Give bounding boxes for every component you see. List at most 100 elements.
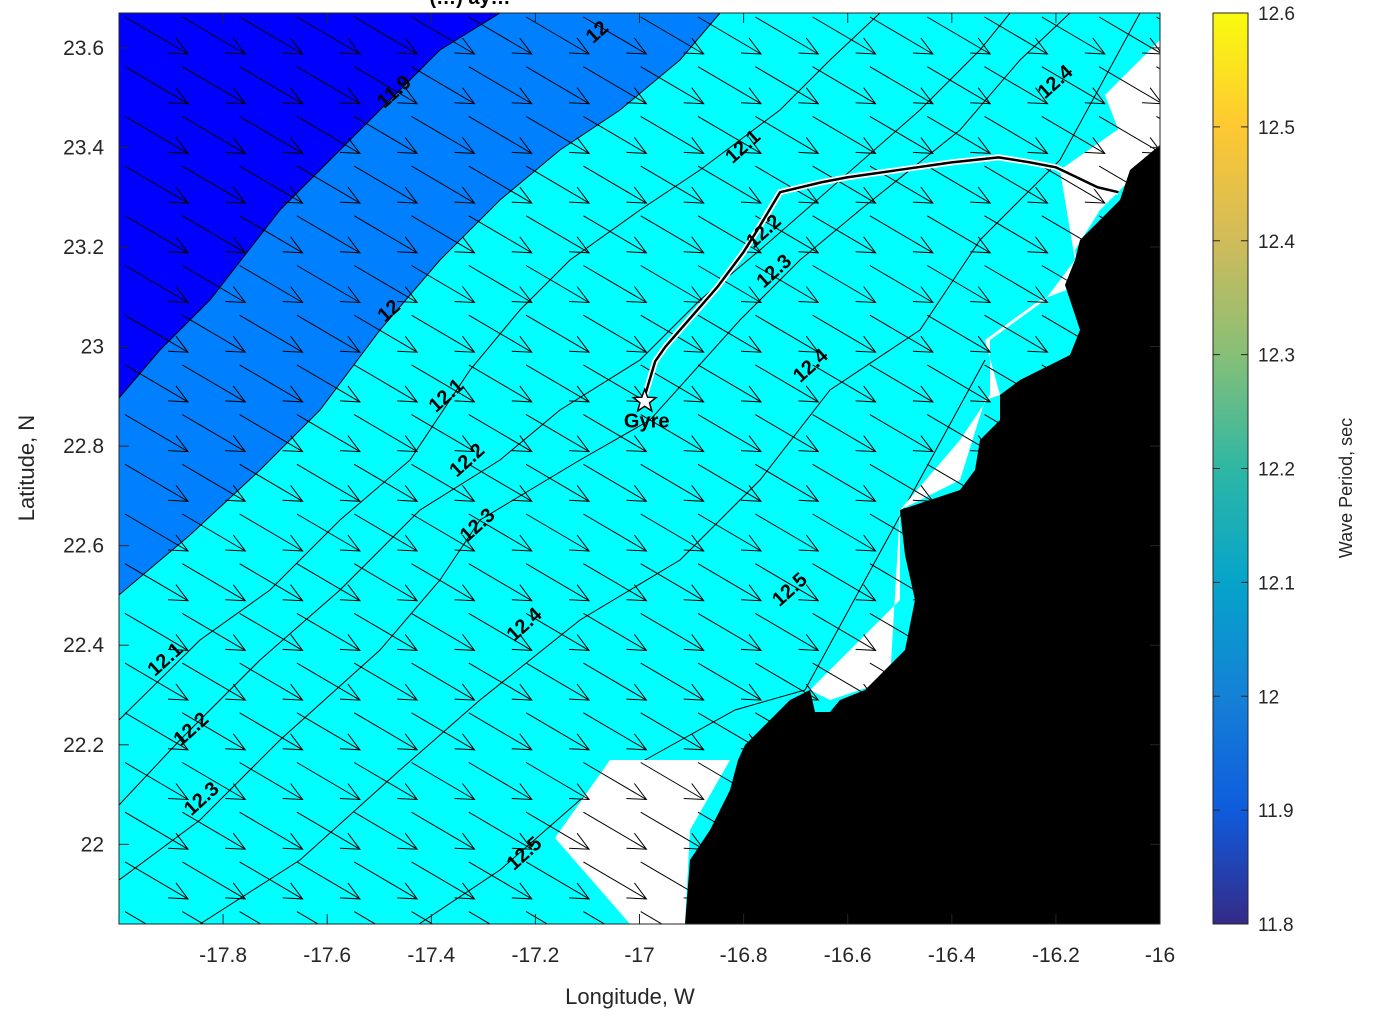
wave-arrow bbox=[239, 563, 303, 602]
wave-arrow bbox=[812, 762, 876, 800]
wave-arrow bbox=[640, 662, 704, 701]
wave-arrow bbox=[124, 215, 189, 254]
wave-arrow bbox=[239, 463, 303, 502]
no-data-area bbox=[1105, 40, 1160, 160]
wave-arrow-head bbox=[683, 186, 705, 204]
wave-arrow bbox=[755, 165, 819, 204]
wave-arrow-head bbox=[167, 733, 190, 751]
wave-arrow-head bbox=[397, 832, 419, 850]
wave-arrow bbox=[583, 563, 647, 602]
wave-arrow bbox=[697, 712, 762, 751]
wave-arrow bbox=[1156, 215, 1160, 219]
wave-arrow-head bbox=[798, 186, 820, 204]
wave-arrow-head bbox=[740, 683, 763, 701]
wave-arrow bbox=[353, 414, 418, 453]
wave-arrow-head bbox=[626, 335, 648, 353]
wave-arrow bbox=[411, 712, 475, 751]
wave-arrow bbox=[124, 16, 189, 55]
wave-arrow-head bbox=[225, 832, 247, 850]
wave-arrow-head bbox=[683, 584, 705, 602]
wave-arrow-head bbox=[283, 933, 303, 949]
wave-arrow bbox=[296, 911, 320, 924]
wave-arrow-head bbox=[683, 484, 705, 502]
wave-arrow-head bbox=[225, 783, 247, 801]
wave-arrow bbox=[353, 911, 377, 924]
wave-arrow-head bbox=[511, 584, 533, 602]
wave-arrow-head bbox=[339, 236, 361, 254]
wave-arrow-head bbox=[1084, 634, 1106, 651]
wave-arrow bbox=[182, 215, 246, 254]
wave-arrow bbox=[984, 265, 1048, 303]
wave-arrow bbox=[182, 662, 246, 701]
wave-arrow bbox=[755, 762, 819, 800]
wave-arrow-head bbox=[167, 832, 190, 850]
wave-arrow-head bbox=[454, 335, 476, 353]
wave-arrow-head bbox=[397, 435, 419, 453]
wave-arrow-head bbox=[1142, 534, 1160, 552]
wave-arrow bbox=[697, 463, 762, 502]
wave-arrow-head bbox=[912, 186, 934, 204]
wave-arrow-head bbox=[740, 37, 763, 55]
wave-arrow-head bbox=[912, 882, 934, 900]
wave-arrow-head bbox=[339, 385, 361, 403]
wave-arrow-head bbox=[684, 933, 704, 949]
wave-arrow-head bbox=[225, 236, 247, 254]
wave-arrow bbox=[124, 612, 189, 651]
wave-arrow bbox=[697, 662, 762, 701]
wave-arrow-head bbox=[970, 733, 992, 751]
wave-arrow-head bbox=[626, 37, 648, 55]
wave-arrow bbox=[1041, 911, 1064, 924]
wave-arrow-head bbox=[798, 832, 820, 850]
wave-arrow bbox=[124, 861, 189, 900]
wave-arrow-head bbox=[397, 634, 419, 651]
wave-arrow bbox=[640, 712, 704, 751]
wave-arrow bbox=[468, 513, 533, 552]
wave-arrow-head bbox=[454, 236, 476, 254]
wave-arrow bbox=[1041, 16, 1106, 55]
wave-arrow-head bbox=[740, 87, 763, 105]
wave-arrow-head bbox=[912, 37, 934, 55]
wave-arrow-head bbox=[798, 882, 820, 900]
wave-arrow bbox=[468, 762, 533, 800]
wave-arrow bbox=[468, 115, 533, 154]
wave-arrow bbox=[755, 215, 819, 254]
wave-arrow bbox=[239, 612, 303, 651]
wave-arrow-head bbox=[970, 137, 992, 154]
x-tick-label: -17.6 bbox=[303, 944, 351, 967]
wave-arrow bbox=[640, 265, 704, 303]
wave-arrow bbox=[697, 115, 762, 154]
wave-arrow bbox=[1156, 563, 1160, 567]
wave-arrow-head bbox=[397, 683, 419, 701]
wave-arrow-head bbox=[167, 534, 190, 552]
wave-arrow bbox=[1156, 811, 1160, 815]
wave-arrow bbox=[984, 215, 1048, 254]
wave-arrow bbox=[1098, 662, 1160, 700]
wave-arrow bbox=[812, 414, 876, 453]
wave-arrow-head bbox=[397, 385, 419, 403]
wave-arrow bbox=[525, 911, 549, 924]
x-axis-label: Longitude, W bbox=[565, 984, 695, 1009]
wave-arrow-head bbox=[798, 87, 820, 105]
wave-arrow bbox=[124, 911, 148, 924]
wave-arrow bbox=[583, 762, 647, 800]
wave-arrow bbox=[697, 16, 762, 55]
wave-arrow bbox=[755, 265, 819, 303]
wave-arrow-head bbox=[511, 186, 533, 204]
chart-title: (…) ay… bbox=[429, 0, 510, 9]
contour-line-12.1 bbox=[119, 13, 881, 721]
wave-arrow-head bbox=[454, 435, 476, 453]
wave-arrow bbox=[411, 463, 475, 502]
colorbar-tick-label: 12.4 bbox=[1258, 232, 1295, 253]
wave-arrow bbox=[697, 811, 762, 850]
wave-arrow bbox=[640, 563, 704, 602]
wave-arrow bbox=[525, 165, 590, 204]
wave-arrow bbox=[1098, 265, 1160, 302]
wave-arrow-head bbox=[454, 37, 476, 55]
wave-arrow bbox=[353, 662, 418, 701]
wave-arrow bbox=[869, 513, 934, 552]
wave-arrow-head bbox=[282, 286, 304, 304]
wave-arrow-head bbox=[1142, 733, 1160, 751]
wave-arrow bbox=[124, 563, 189, 602]
wave-arrow bbox=[124, 712, 189, 751]
